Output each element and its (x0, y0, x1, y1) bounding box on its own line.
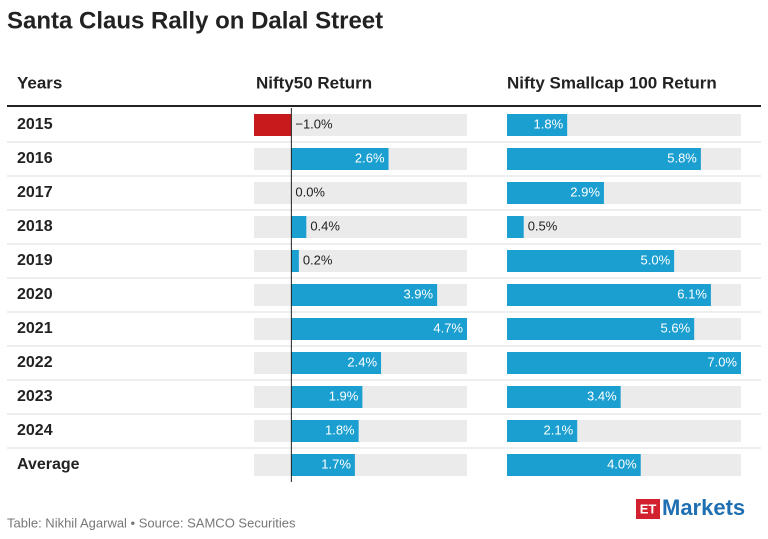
credit: Table: Nikhil Agarwal • Source: SAMCO Se… (7, 515, 296, 530)
value-label: −1.0% (295, 116, 333, 131)
bar (291, 420, 359, 442)
column-header: Nifty Smallcap 100 Return (507, 73, 717, 92)
bar (291, 386, 363, 408)
bar (507, 114, 568, 136)
bar (291, 318, 467, 340)
value-label: 7.0% (707, 354, 737, 369)
bar (507, 454, 641, 476)
value-label: 4.7% (433, 320, 463, 335)
bar (291, 148, 389, 170)
value-label: 5.6% (661, 320, 691, 335)
row-label: 2016 (17, 150, 53, 167)
value-label: 2.6% (355, 150, 385, 165)
bar (291, 284, 438, 306)
bar-track (254, 114, 467, 136)
bar (507, 352, 741, 374)
value-label: 3.9% (403, 286, 433, 301)
row-label: 2019 (17, 252, 53, 269)
value-label: 0.2% (303, 252, 333, 267)
row-label: 2020 (17, 286, 53, 303)
value-label: 1.9% (329, 388, 359, 403)
value-label: 0.5% (528, 218, 558, 233)
value-label: 6.1% (677, 286, 707, 301)
row-label: 2018 (17, 218, 53, 235)
bar (507, 216, 524, 238)
bar-track (254, 250, 467, 272)
value-label: 1.8% (534, 116, 564, 131)
value-label: 2.4% (347, 354, 377, 369)
bar-track (507, 216, 741, 238)
value-label: 2.9% (570, 184, 600, 199)
row-label: 2017 (17, 184, 53, 201)
bar (507, 182, 604, 204)
value-label: 2.1% (544, 422, 574, 437)
value-label: 3.4% (587, 388, 617, 403)
value-label: 0.4% (310, 218, 340, 233)
bar (291, 216, 307, 238)
row-label: 2023 (17, 388, 53, 405)
bar (507, 420, 578, 442)
value-label: 1.7% (321, 456, 351, 471)
bar-track (254, 454, 467, 476)
column-header: Years (17, 73, 62, 92)
logo-product: Markets (662, 495, 745, 520)
value-label: 0.0% (295, 184, 325, 199)
row-label: 2021 (17, 320, 53, 337)
row-label: 2022 (17, 354, 53, 371)
bar (507, 148, 701, 170)
bar-track (254, 182, 467, 204)
value-label: 1.8% (325, 422, 355, 437)
bar (291, 352, 382, 374)
row-label: 2024 (17, 422, 53, 439)
bar (291, 250, 299, 272)
bar (507, 284, 711, 306)
row-label: 2015 (17, 116, 53, 133)
bar (291, 454, 355, 476)
bar (507, 318, 695, 340)
bar-track (254, 420, 467, 442)
logo-brand: ET (640, 501, 657, 516)
title: Santa Claus Rally on Dalal Street (7, 7, 383, 34)
bar (507, 250, 675, 272)
bar (254, 114, 292, 136)
column-header: Nifty50 Return (256, 73, 372, 92)
bar (507, 386, 621, 408)
value-label: 5.0% (641, 252, 671, 267)
bar-track (254, 216, 467, 238)
logo-box (636, 499, 660, 519)
value-label: 5.8% (667, 150, 697, 165)
row-label: Average (17, 456, 80, 473)
value-label: 4.0% (607, 456, 637, 471)
